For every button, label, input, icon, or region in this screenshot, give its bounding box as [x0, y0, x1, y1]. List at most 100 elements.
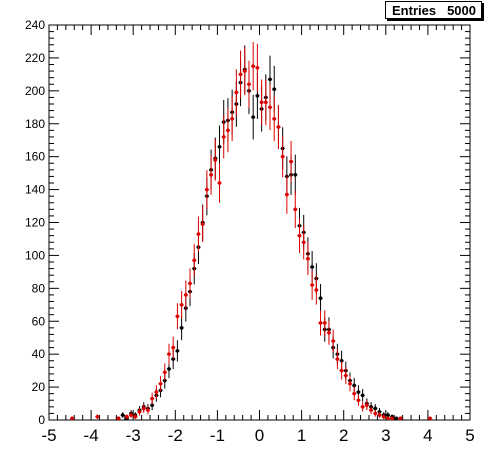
data-point	[272, 117, 277, 121]
data-point	[259, 100, 264, 105]
data-point	[179, 302, 184, 307]
data-point	[327, 330, 331, 335]
data-point	[242, 69, 247, 73]
data-point	[171, 357, 175, 361]
data-point	[226, 128, 230, 133]
data-point	[184, 293, 188, 297]
data-point	[344, 373, 348, 378]
data-point	[280, 154, 285, 159]
statistics-box: Entries 5000	[385, 1, 482, 19]
y-tick-label: 40	[32, 347, 46, 361]
data-point	[162, 370, 167, 375]
y-tick-label: 200	[25, 84, 45, 98]
data-point	[251, 115, 255, 119]
data-point	[398, 416, 403, 421]
data-point	[285, 192, 289, 197]
data-point	[167, 352, 171, 356]
data-point	[213, 158, 218, 162]
data-point	[205, 187, 209, 192]
data-point	[331, 339, 335, 343]
x-tick-label: 0	[255, 426, 264, 445]
y-tick-label: 240	[25, 18, 45, 32]
data-point	[352, 391, 357, 396]
data-point	[129, 413, 133, 417]
data-point	[272, 87, 277, 91]
data-point	[196, 232, 201, 236]
x-tick-label: -5	[41, 426, 56, 445]
series-1	[116, 45, 403, 421]
x-tick-label: 3	[381, 426, 390, 445]
data-point	[339, 368, 344, 373]
data-point	[314, 288, 319, 292]
y-tick-label: 220	[25, 51, 45, 65]
y-tick-label: 20	[32, 380, 46, 394]
data-point	[318, 321, 323, 325]
data-point	[146, 408, 150, 412]
data-point	[221, 135, 226, 139]
data-point	[360, 405, 365, 409]
data-point	[95, 414, 100, 419]
data-point	[318, 296, 323, 301]
data-point	[301, 240, 306, 245]
x-tick-label: 2	[339, 426, 348, 445]
data-point	[247, 82, 251, 87]
data-point	[377, 413, 382, 417]
data-point	[293, 172, 298, 177]
x-tick-label: -1	[210, 426, 225, 445]
data-point	[356, 390, 361, 394]
data-point	[335, 357, 340, 361]
data-point	[133, 414, 138, 419]
data-point	[175, 314, 180, 319]
y-tick-label: 0	[38, 413, 45, 427]
data-point	[171, 345, 175, 350]
data-point	[255, 93, 260, 98]
data-point	[297, 233, 302, 238]
data-point	[310, 265, 314, 269]
data-point	[390, 416, 394, 421]
data-point	[255, 65, 260, 70]
data-point	[137, 409, 142, 414]
x-tick-label: 5	[465, 426, 474, 445]
series-2	[70, 42, 433, 421]
y-tick-label: 80	[32, 281, 46, 295]
data-point	[179, 326, 184, 330]
data-point	[268, 77, 272, 82]
data-point	[369, 408, 373, 412]
data-point	[209, 172, 213, 177]
data-point	[154, 390, 159, 394]
x-tick-label: 1	[297, 426, 306, 445]
data-point	[386, 413, 390, 417]
axes: -5 -4 -3 -2 -1 0 1 2 3 4 5 0 20 40 60 80 100 120 140 160 180…	[25, 18, 475, 445]
data-point	[251, 64, 255, 68]
data-point	[394, 416, 399, 421]
data-point	[188, 281, 192, 286]
data-point	[293, 207, 298, 212]
data-point	[192, 258, 197, 263]
y-tick-label: 140	[25, 183, 45, 197]
data-point	[348, 381, 352, 386]
x-tick-label: -2	[168, 426, 183, 445]
x-tick-label: -3	[126, 426, 141, 445]
data-point	[373, 406, 378, 411]
data-point	[217, 144, 222, 149]
data-point	[175, 349, 180, 353]
y-tick-label: 60	[32, 314, 46, 328]
data-point	[339, 358, 344, 363]
data-point	[268, 105, 272, 110]
data-point	[373, 411, 378, 416]
data-point	[167, 367, 171, 371]
data-point	[386, 416, 390, 421]
data-point	[217, 181, 222, 185]
data-point	[120, 413, 125, 417]
data-point	[428, 416, 432, 421]
x-tick-label: 4	[423, 426, 432, 445]
data-point	[230, 117, 234, 121]
y-tick-label: 180	[25, 117, 45, 131]
data-point	[322, 321, 327, 325]
x-tick-label: -4	[84, 426, 99, 445]
data-point	[70, 416, 74, 421]
data-point	[306, 256, 310, 261]
y-tick-label: 120	[25, 216, 45, 230]
data-point	[116, 416, 121, 421]
